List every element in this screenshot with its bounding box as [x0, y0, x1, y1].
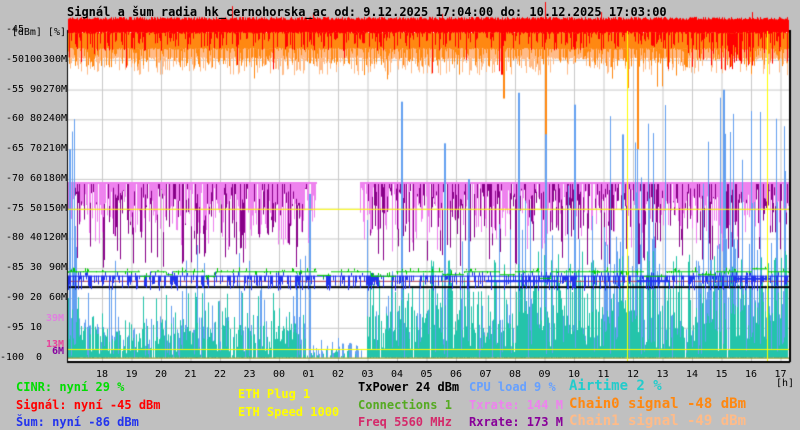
hour-label-06: 06	[449, 369, 463, 380]
y-axis-row--85: -85 30 90M	[0, 262, 67, 273]
y-tick-label: 50	[29, 202, 42, 214]
y-tick-label: -70	[5, 172, 24, 184]
y-axis-row--95: -95 10	[0, 322, 67, 333]
legend-item-chain0: Chain0 signal -48 dBm	[569, 395, 747, 412]
y-axis-row--70: -70 60 180M	[0, 173, 67, 184]
hour-label-08: 08	[508, 369, 522, 380]
y-tick-label: -75	[5, 202, 24, 214]
legend-item-eth-speed: ETH Speed 1000	[238, 404, 340, 419]
hour-label-02: 02	[331, 369, 345, 380]
legend-item-chain1: Chain1 signal -49 dBm	[569, 413, 747, 429]
y-tick-label: 80	[29, 113, 42, 125]
y-tick-label: -95	[5, 321, 24, 333]
hour-label-03: 03	[361, 369, 374, 380]
hour-label-04: 04	[390, 369, 404, 380]
y-tick-label	[42, 24, 67, 35]
y-axis-row--55: -55 90 270M	[0, 84, 67, 95]
hour-label-16: 16	[744, 369, 758, 380]
legend-item-txrate: Txrate: 144 M	[469, 397, 563, 412]
legend-item-rxrate: Rxrate: 173 M	[469, 415, 563, 429]
y-tick-label: 240M	[42, 113, 67, 125]
y-axis-row--80: -80 40 120M	[0, 232, 67, 243]
legend-item-freq: Freq 5560 MHz	[358, 415, 452, 429]
y-tick-label: 60M	[48, 292, 67, 304]
y-tick-label: -90	[5, 292, 24, 304]
y-axis-row--65: -65 70 210M	[0, 143, 67, 154]
hour-label-13: 13	[656, 369, 669, 380]
y-tick-label: 70	[29, 143, 42, 155]
y-axis-units-label: [dBm] [%]	[11, 27, 66, 38]
y-tick-label: 90M	[48, 262, 67, 274]
y-tick-label: 20	[29, 292, 42, 304]
y-tick-label: -60	[5, 113, 24, 125]
legend-group-eth: ETH Plug 1 ETH Speed 1000	[238, 386, 339, 421]
y-tick-label: 270M	[42, 83, 67, 95]
hour-label-21: 21	[184, 369, 197, 380]
hour-label-01: 01	[302, 369, 315, 380]
legend-item-eth-plug: ETH Plug 1	[238, 387, 311, 401]
hour-label-23: 23	[243, 369, 256, 380]
y-tick-label: -45	[5, 24, 24, 35]
hour-label-07: 07	[479, 369, 492, 380]
y-tick-label: 150M	[42, 202, 67, 214]
rate-mark-39M: 39M	[45, 312, 64, 324]
y-tick-label: -55	[5, 83, 24, 95]
y-tick-label: 60	[29, 172, 42, 184]
y-tick-label	[24, 24, 42, 35]
hour-label-17: 17	[774, 369, 787, 380]
y-axis-row--75: -75 50 150M	[0, 203, 67, 214]
y-tick-label: -65	[5, 143, 24, 155]
y-axis-row--60: -60 80 240M	[0, 113, 67, 124]
legend-item-signal: Signál: nyní -45 dBm	[16, 397, 161, 412]
legend-item-airtime: Airtime 2 %	[569, 378, 662, 394]
hour-label-14: 14	[685, 369, 699, 380]
hour-label-12: 12	[626, 369, 640, 380]
legend-item-cpu-load: CPU load 9 %	[469, 380, 556, 394]
rate-mark-6M: 6M	[51, 345, 64, 357]
rate-mark-13M: 13M	[45, 338, 64, 350]
legend-item-txpower: TxPower 24 dBm	[358, 380, 460, 394]
y-tick-label: -85	[5, 262, 24, 274]
y-tick-label: 10	[29, 321, 42, 333]
hour-label-15: 15	[715, 369, 728, 380]
y-tick-label: 40	[29, 232, 42, 244]
y-tick-label: 0	[35, 351, 42, 363]
legend-group-mid: TxPower 24 dBm Connections 1 Freq 5560 MHz	[358, 379, 459, 430]
y-axis-row--100: -100 0	[0, 352, 67, 363]
y-tick-label: 180M	[42, 172, 67, 184]
hour-label-20: 20	[154, 369, 168, 380]
y-tick-label: 210M	[42, 143, 67, 155]
x-axis-unit-label: [h]	[775, 378, 794, 389]
y-tick-label: -50	[5, 53, 24, 65]
hour-label-00: 00	[272, 369, 286, 380]
legend-item-noise: Šum: nyní -86 dBm	[16, 415, 139, 429]
y-tick-label: 30	[29, 262, 42, 274]
y-tick-label: -100	[0, 351, 25, 363]
hour-label-05: 05	[420, 369, 433, 380]
legend-group-chains: Airtime 2 % Chain0 signal -48 dBm Chain1 s…	[569, 378, 746, 430]
hour-label-10: 10	[567, 369, 581, 380]
y-axis-row--90: -90 20 60M	[0, 292, 67, 303]
legend-group-rates: CPU load 9 % Txrate: 144 M Rxrate: 173 M	[469, 379, 563, 430]
y-tick-label: -80	[5, 232, 24, 244]
hour-label-22: 22	[213, 369, 227, 380]
y-tick-label: 90	[29, 83, 42, 95]
hour-label-11: 11	[597, 369, 610, 380]
legend-item-cinr: CINR: nyní 29 %	[16, 380, 125, 394]
chart-title: Signál a šum radia hk_cernohorska_ac od:…	[67, 5, 667, 19]
y-tick-label: 100	[24, 53, 43, 65]
legend-group-left: CINR: nyní 29 % Signál: nyní -45 dBm Šum: …	[16, 379, 161, 430]
y-tick-label: 120M	[42, 232, 67, 244]
y-axis-row--45: -45	[0, 24, 67, 35]
hour-label-09: 09	[538, 369, 551, 380]
legend-item-connections: Connections 1	[358, 397, 452, 412]
y-tick-label: 300M	[42, 53, 67, 65]
y-axis-row--50: -50 100 300M	[0, 54, 67, 65]
hour-label-18: 18	[95, 369, 109, 380]
hour-label-19: 19	[125, 369, 138, 380]
